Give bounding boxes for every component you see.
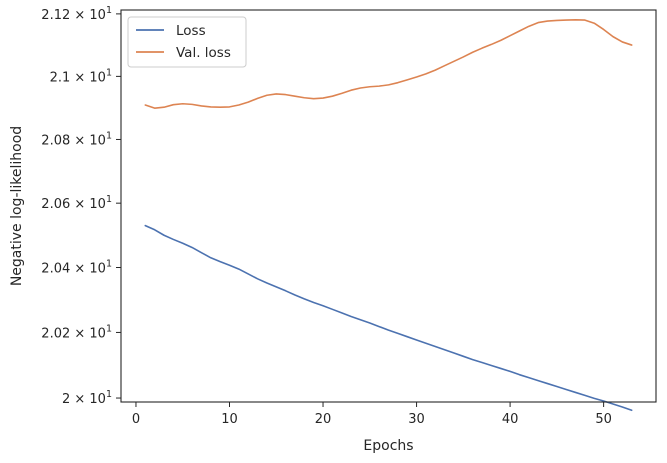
y-tick-label: 2.08 × 101 xyxy=(41,130,112,148)
x-tick-label: 30 xyxy=(408,412,425,427)
x-tick-label: 0 xyxy=(132,412,140,427)
series-line-2 xyxy=(144,19,633,109)
y-tick-label: 2.06 × 101 xyxy=(41,194,112,212)
x-tick-label: 20 xyxy=(315,412,332,427)
x-tick-label: 40 xyxy=(502,412,519,427)
plot-frame xyxy=(120,9,657,403)
y-axis-label: Negative log-likelihood xyxy=(9,126,25,286)
series-line-1 xyxy=(144,224,633,412)
x-axis: 0 10 20 30 40 50 xyxy=(132,402,612,427)
legend-label: Loss xyxy=(176,23,206,39)
series-layer xyxy=(144,19,633,412)
y-axis: 2 × 101 2.02 × 101 2.04 × 101 2.06 × 101 2.0… xyxy=(41,5,121,407)
y-tick-label: 2 × 101 xyxy=(62,389,112,407)
legend-label: Val. loss xyxy=(176,45,231,61)
y-tick-label: 2.02 × 101 xyxy=(41,323,112,341)
y-tick-label: 2.1 × 101 xyxy=(50,67,112,85)
y-tick-label: 2.04 × 101 xyxy=(41,258,112,276)
y-tick-label: 2.12 × 101 xyxy=(41,5,112,23)
legend: Loss Val. loss xyxy=(127,16,247,68)
x-axis-label: Epochs xyxy=(363,438,413,454)
x-tick-label: 50 xyxy=(595,412,612,427)
x-tick-label: 10 xyxy=(221,412,238,427)
